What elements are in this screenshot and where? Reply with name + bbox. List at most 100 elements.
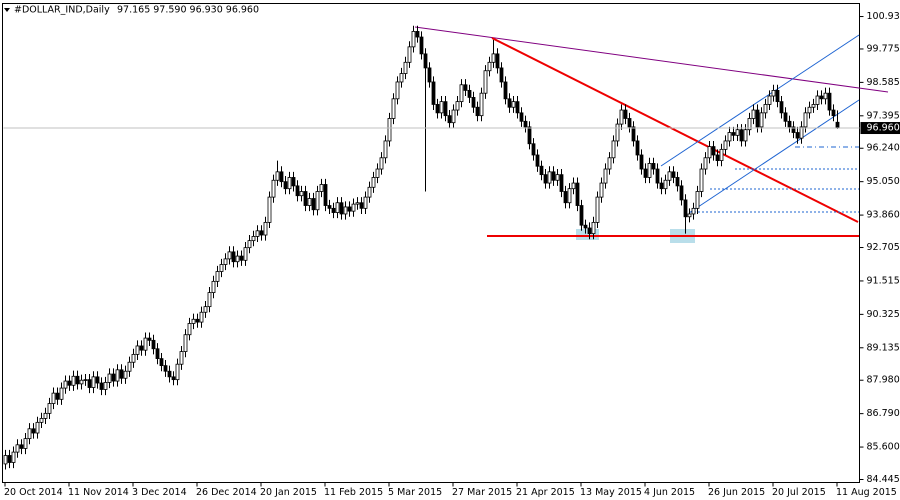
candle-body — [119, 369, 124, 379]
candle-body — [367, 186, 372, 198]
candle-body — [695, 191, 700, 209]
candle-body — [659, 182, 664, 190]
candle-body — [171, 376, 176, 381]
candle-body — [411, 31, 416, 48]
candle-body — [351, 203, 356, 212]
candle-body — [131, 353, 136, 363]
candle-body — [115, 369, 120, 382]
candle-body — [359, 202, 364, 209]
candle-body — [627, 118, 632, 128]
x-tick-label: 20 Jan 2015 — [260, 487, 317, 498]
plot-frame — [2, 3, 860, 483]
candle-body — [235, 255, 240, 263]
candle-body — [759, 112, 764, 128]
candle-body — [11, 451, 16, 463]
candle-body — [207, 292, 212, 308]
candle-body — [459, 84, 464, 103]
x-tick-label: 11 Feb 2015 — [324, 487, 383, 498]
channel-line — [688, 99, 860, 214]
candle-body — [739, 129, 744, 142]
y-tick-label: 91.515 — [867, 275, 900, 286]
candle-body — [3, 455, 8, 465]
candle-body — [763, 104, 768, 114]
candle-body — [379, 157, 384, 170]
candle-body — [135, 345, 140, 355]
candle-body — [439, 101, 444, 114]
candle-body — [711, 146, 716, 156]
candle-body — [599, 182, 604, 198]
candle-body — [35, 421, 40, 434]
candle-body — [151, 339, 156, 350]
highlight-box — [576, 229, 599, 240]
candle-body — [787, 120, 792, 128]
candle-body — [179, 351, 184, 365]
candle-body — [139, 345, 144, 351]
candle-body — [211, 280, 216, 293]
candle-body — [819, 95, 824, 100]
candle-body — [635, 140, 640, 156]
candle-body — [587, 227, 592, 235]
candle-body — [407, 46, 412, 63]
candle-body — [19, 444, 24, 449]
candle-body — [479, 92, 484, 117]
y-tick-label: 86.790 — [867, 408, 900, 419]
y-tick-label: 99.775 — [867, 43, 900, 54]
candle-body — [691, 207, 696, 215]
candle-body — [563, 191, 568, 204]
candle-body — [595, 196, 600, 223]
candle-body — [535, 154, 540, 167]
candle-body — [299, 191, 304, 197]
candle-body — [667, 171, 672, 181]
candle-body — [463, 84, 468, 91]
candle-body — [815, 95, 820, 105]
candle-body — [271, 179, 276, 198]
candle-body — [215, 271, 220, 282]
y-tick-label: 96.240 — [867, 143, 900, 154]
candle-body — [771, 89, 776, 97]
candle-body — [123, 370, 128, 379]
candle-body — [447, 115, 452, 124]
candle-body — [343, 206, 348, 215]
candle-body — [223, 258, 228, 265]
candle-body — [383, 140, 388, 159]
candle-body — [483, 70, 488, 94]
candle-body — [267, 196, 272, 223]
candle-body — [527, 126, 532, 145]
last-price-box — [860, 122, 900, 135]
candle-body — [143, 337, 148, 351]
candle-body — [755, 109, 760, 128]
candle-body — [47, 403, 52, 414]
y-tick-label: 98.585 — [867, 77, 900, 88]
candle-body — [391, 98, 396, 119]
candle-body — [427, 67, 432, 83]
candle-body — [571, 182, 576, 190]
candle-body — [59, 387, 64, 400]
last-price-label: 96.960 — [867, 123, 900, 134]
candle-body — [539, 165, 544, 176]
candle-body — [615, 123, 620, 142]
candle-body — [203, 306, 208, 313]
candle-body — [99, 382, 104, 390]
candle-body — [547, 171, 552, 184]
candle-body — [443, 101, 448, 117]
candle-body — [287, 177, 292, 190]
candle-body — [87, 379, 92, 388]
candle-body — [395, 81, 400, 100]
candle-body — [727, 132, 732, 142]
candle-body — [647, 163, 652, 178]
candle-body — [683, 199, 688, 218]
candle-body — [275, 171, 280, 181]
candle-body — [323, 184, 328, 206]
x-tick-label: 11 Nov 2014 — [68, 487, 129, 498]
x-tick-label: 27 Mar 2015 — [452, 487, 512, 498]
candle-body — [823, 92, 828, 100]
candle-body — [475, 106, 480, 117]
candle-body — [339, 202, 344, 215]
candle-body — [311, 198, 316, 211]
candle-body — [219, 264, 224, 272]
candle-body — [91, 376, 96, 388]
indicator-icon — [4, 8, 10, 12]
candle-body — [255, 230, 260, 237]
candle-body — [803, 112, 808, 128]
